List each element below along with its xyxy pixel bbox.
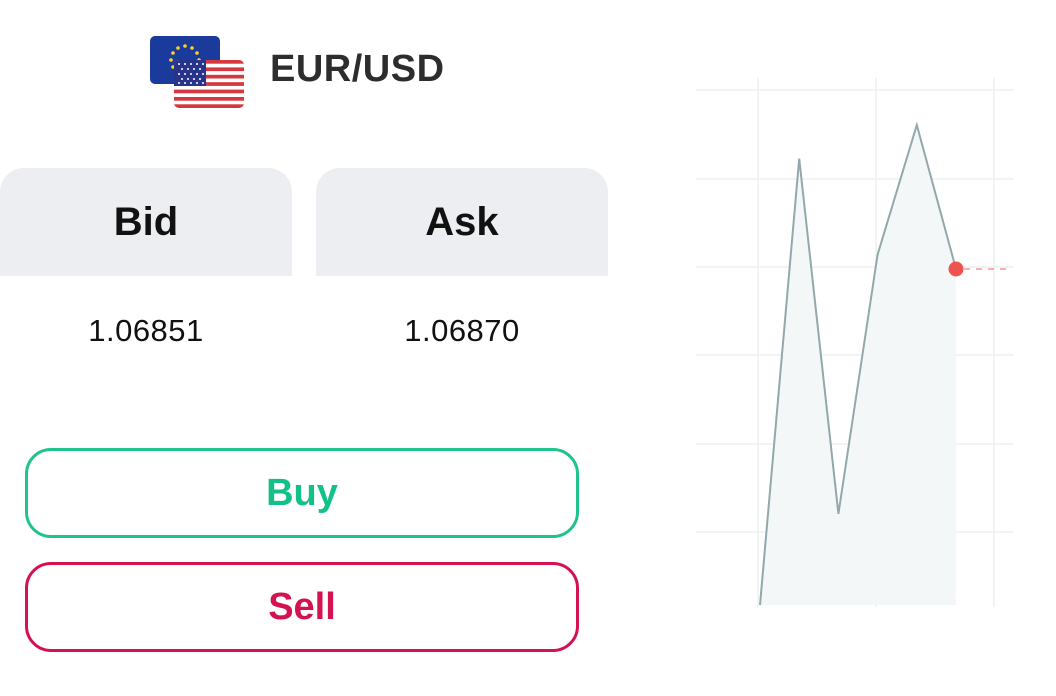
price-sparkline-chart xyxy=(696,78,1014,607)
bid-price: 1.06851 xyxy=(88,313,204,348)
us-flag-icon xyxy=(174,60,244,108)
ask-header: Ask xyxy=(316,168,608,276)
bid-header: Bid xyxy=(0,168,292,276)
buy-button[interactable]: Buy xyxy=(25,448,579,538)
current-price-marker xyxy=(948,261,964,277)
ask-price: 1.06870 xyxy=(404,313,520,348)
currency-pair-flags xyxy=(148,34,248,110)
sell-button[interactable]: Sell xyxy=(25,562,579,652)
instrument-header: EUR/USD xyxy=(148,34,608,110)
price-line xyxy=(759,121,957,606)
pair-title: EUR/USD xyxy=(270,48,445,90)
price-area xyxy=(760,125,956,605)
